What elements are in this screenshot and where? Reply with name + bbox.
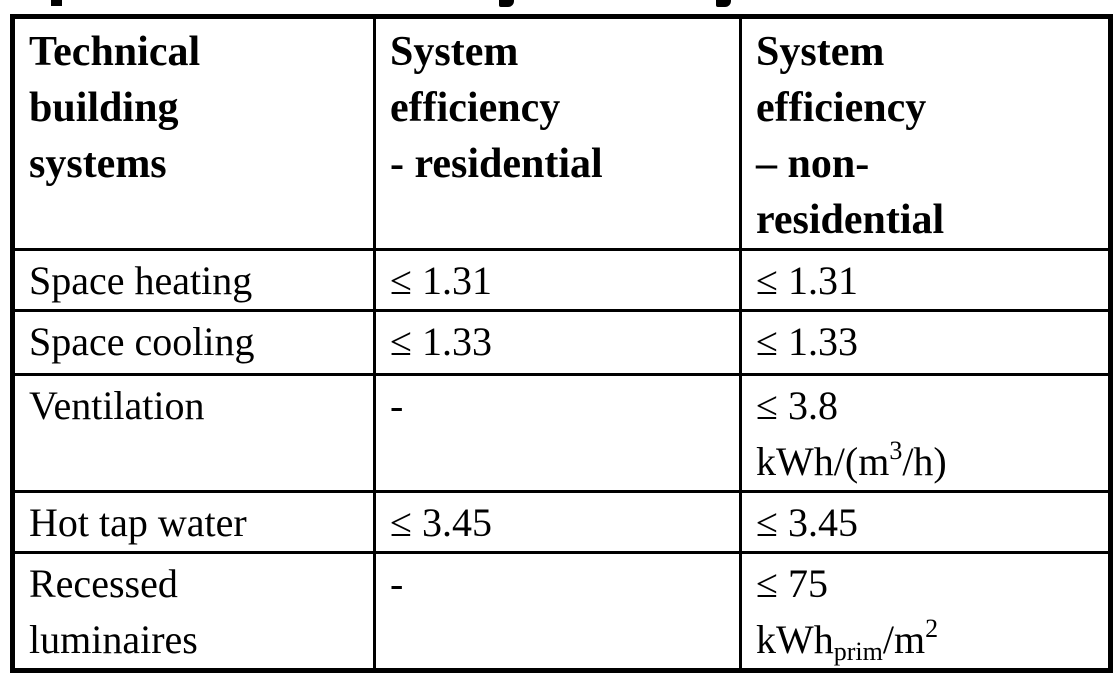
unit-line: kWh/(m3/h): [756, 436, 947, 485]
cell-residential-value: ≤ 3.45: [373, 490, 742, 554]
header-line: System: [756, 29, 885, 75]
cell-residential-value: ≤ 1.33: [373, 309, 742, 376]
cell-system-label: Recessed luminaires: [11, 551, 376, 672]
header-line: System: [390, 29, 519, 75]
building-systems-table: Technical building systems System effici…: [10, 14, 1113, 673]
cropped-caption-fragment: [499, 0, 514, 7]
superscript: 2: [925, 614, 939, 643]
cell-non-residential-value: ≤ 1.31: [739, 248, 1112, 312]
header-line: - residential: [390, 141, 603, 187]
cropped-caption-fragment: [716, 0, 731, 7]
header-cell-residential: System efficiency - residential: [373, 15, 742, 251]
cell-non-residential-value: ≤ 3.8 kWh/(m3/h): [739, 373, 1112, 493]
header-row: Technical building systems System effici…: [11, 15, 1112, 251]
cropped-caption-fragment: [51, 0, 62, 6]
header-line: residential: [756, 197, 945, 243]
subscript: prim: [833, 637, 883, 666]
cell-system-label: Hot tap water: [11, 490, 376, 554]
cell-non-residential-value: ≤ 3.45: [739, 490, 1112, 554]
label-line: luminaires: [29, 617, 198, 662]
cell-residential-value: ≤ 1.31: [373, 248, 742, 312]
unit-line: kWhprim/m2: [756, 614, 939, 666]
header-line: efficiency: [390, 85, 561, 131]
cell-residential-value: -: [373, 373, 742, 493]
value-line: ≤ 75: [756, 561, 828, 606]
cell-system-label: Ventilation: [11, 373, 376, 493]
table-row-hot-tap-water: Hot tap water ≤ 3.45 ≤ 3.45: [11, 490, 1112, 554]
table-row-space-heating: Space heating ≤ 1.31 ≤ 1.31: [11, 248, 1112, 312]
header-line: efficiency: [756, 85, 927, 131]
header-line: building: [29, 85, 179, 131]
header-line: systems: [29, 141, 167, 187]
table-row-ventilation: Ventilation - ≤ 3.8 kWh/(m3/h): [11, 373, 1112, 493]
header-line: – non-: [756, 141, 870, 187]
cell-non-residential-value: ≤ 75 kWhprim/m2: [739, 551, 1112, 672]
label-line: Recessed: [29, 561, 178, 606]
table-row-recessed-luminaires: Recessed luminaires - ≤ 75 kWhprim/m2: [11, 551, 1112, 672]
cell-system-label: Space cooling: [11, 309, 376, 376]
cell-system-label: Space heating: [11, 248, 376, 312]
cell-non-residential-value: ≤ 1.33: [739, 309, 1112, 376]
header-cell-non-residential: System efficiency – non- residential: [739, 15, 1112, 251]
superscript: 3: [889, 436, 903, 465]
table-row-space-cooling: Space cooling ≤ 1.33 ≤ 1.33: [11, 309, 1112, 376]
value-line: ≤ 3.8: [756, 383, 838, 428]
header-cell-systems: Technical building systems: [11, 15, 376, 251]
page: { "table": { "colors": { "border": "#000…: [10, 0, 1113, 673]
header-line: Technical: [29, 29, 201, 75]
cell-residential-value: -: [373, 551, 742, 672]
